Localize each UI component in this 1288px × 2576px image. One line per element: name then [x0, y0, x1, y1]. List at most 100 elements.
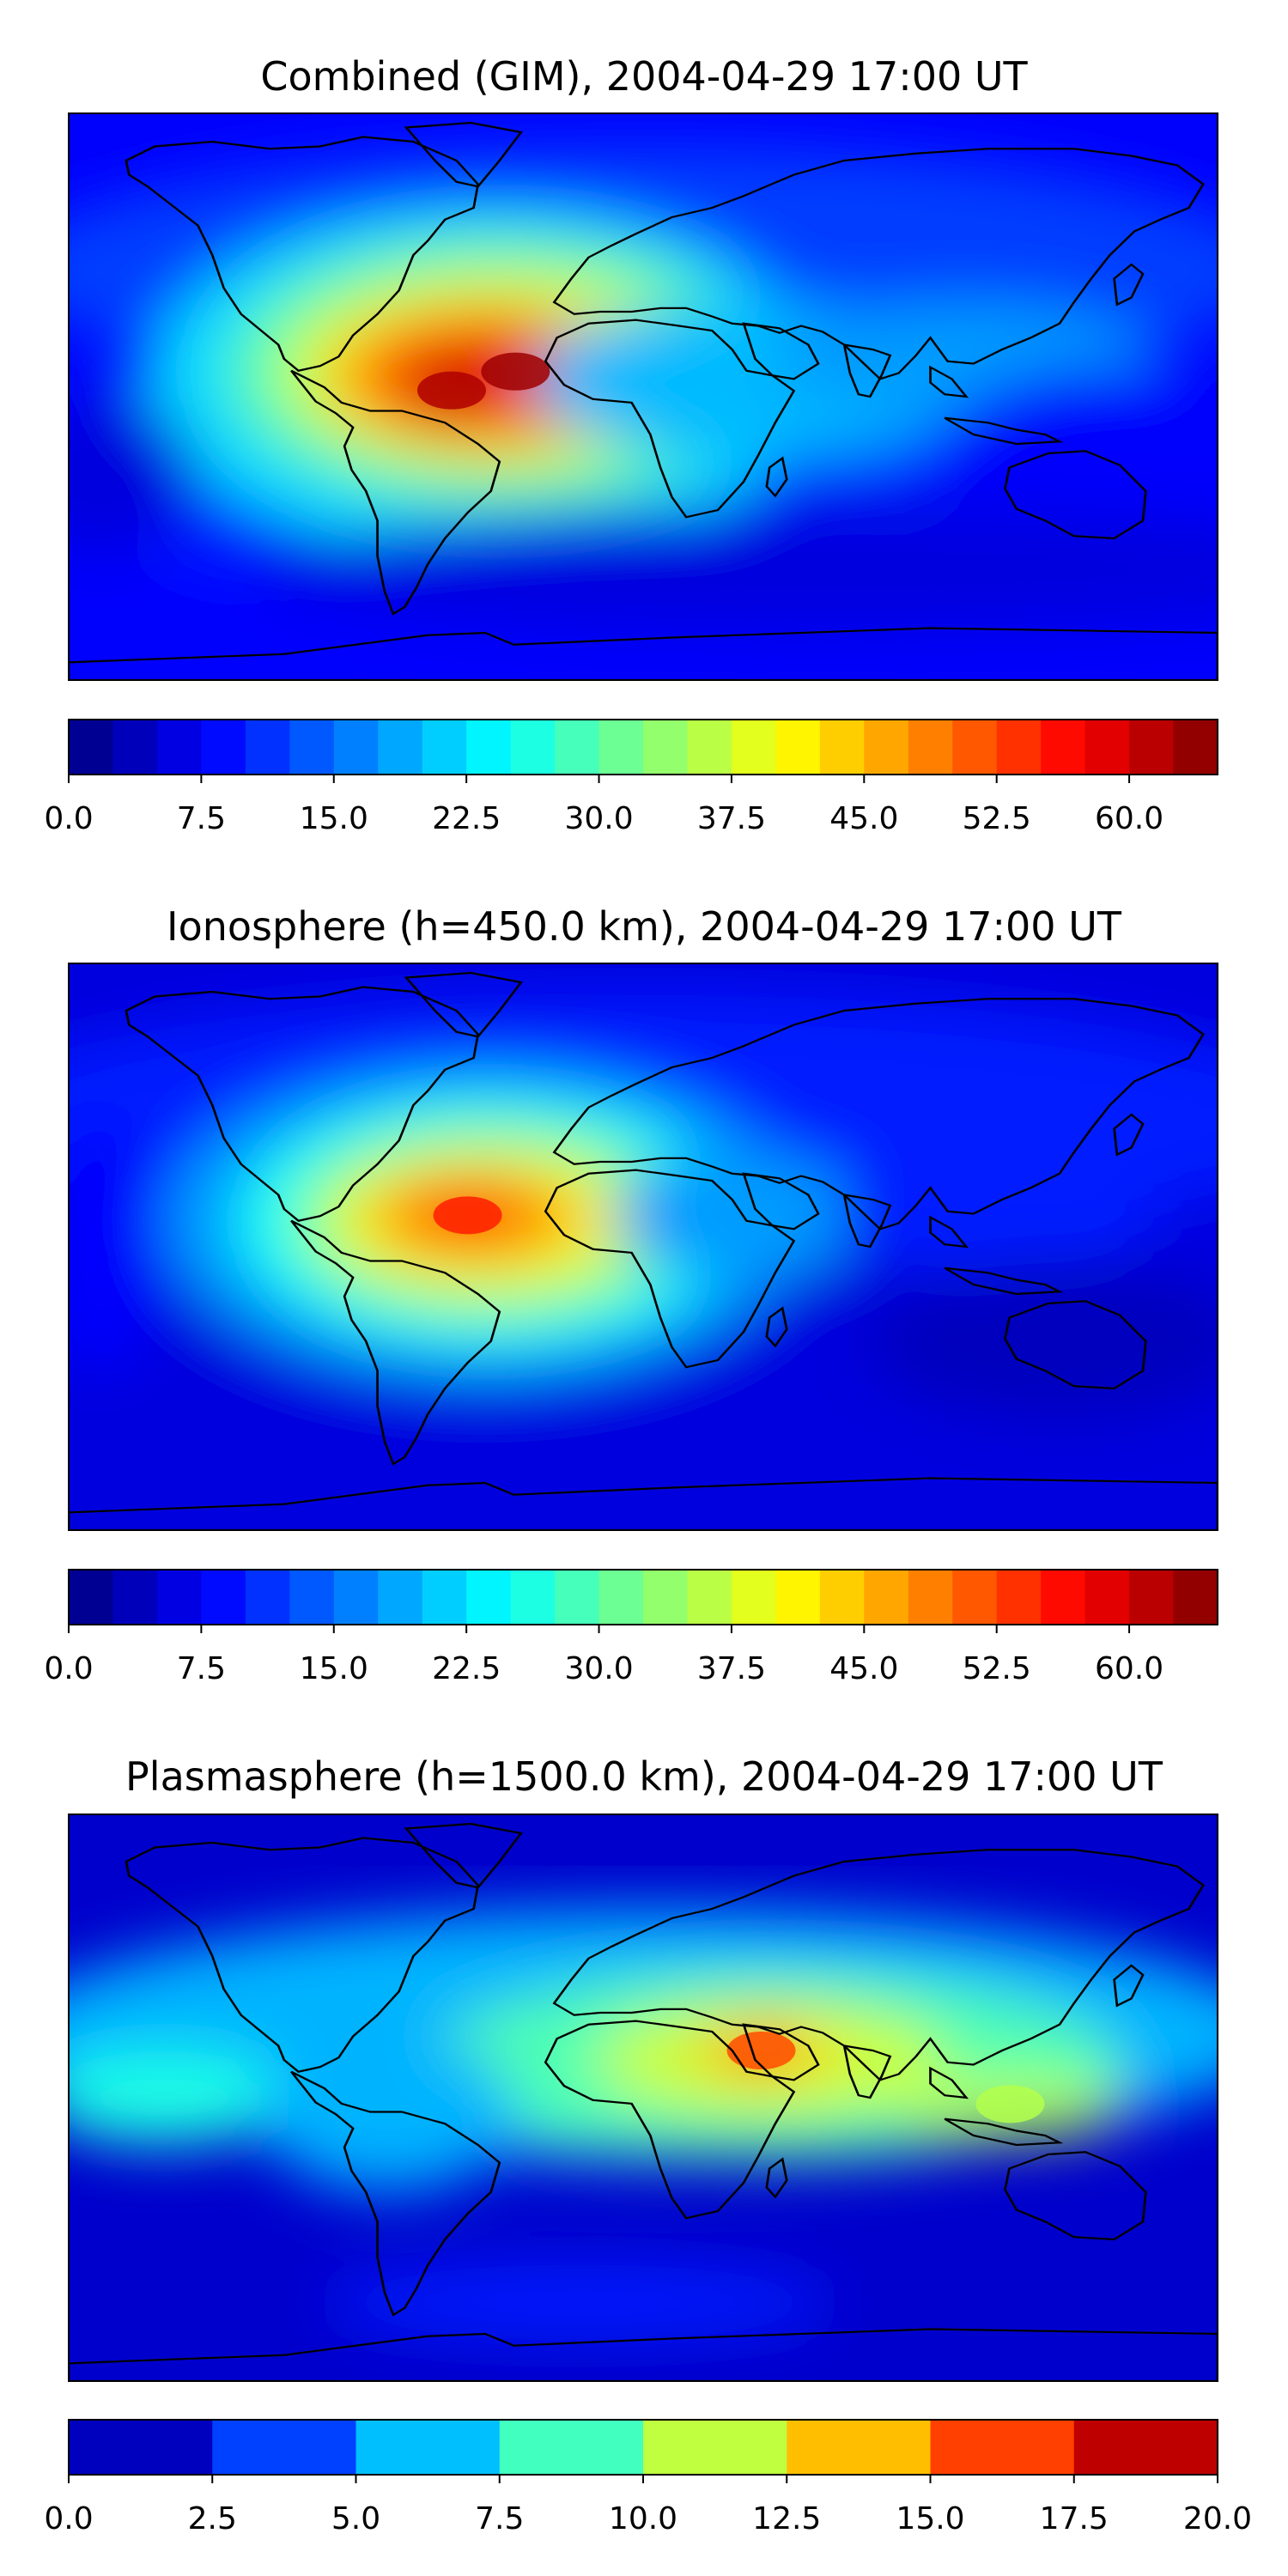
colorbar-tick-label: 15.0: [300, 801, 368, 836]
colorbar-bin: [775, 720, 821, 775]
colorbar-tick-label: 17.5: [1040, 2501, 1109, 2537]
colorbar-bin: [466, 720, 512, 775]
colorbar-bin: [819, 720, 865, 775]
map-1: [69, 963, 1218, 1530]
contour-region: [69, 1121, 165, 1373]
colorbar-bin: [289, 1570, 335, 1625]
colorbar-tick-label: 7.5: [177, 1651, 226, 1686]
colorbar-bin: [201, 1570, 246, 1625]
colorbar-bin: [355, 2420, 501, 2475]
colorbar-bin: [930, 2420, 1075, 2475]
colorbar-bin: [422, 720, 467, 775]
colorbar-tick-label: 7.5: [475, 2501, 524, 2537]
colorbar-tick-label: 10.0: [609, 2501, 677, 2537]
map-2: [69, 1814, 1218, 2381]
colorbar-tick-label: 60.0: [1095, 1651, 1163, 1686]
maximum-marker: [417, 371, 486, 410]
map-0: [69, 113, 1218, 680]
colorbar-bin: [643, 1570, 689, 1625]
colorbar-tick-label: 60.0: [1095, 801, 1163, 836]
colorbar-tick-label: 30.0: [564, 1651, 633, 1686]
colorbar-tick-label: 7.5: [177, 801, 226, 836]
colorbar-tick-label: 15.0: [896, 2501, 964, 2537]
colorbar-tick-label: 52.5: [963, 801, 1031, 836]
colorbar-bin: [819, 1570, 865, 1625]
colorbar-tick-label: 5.0: [331, 2501, 380, 2537]
colorbar-bin: [787, 2420, 932, 2475]
colorbar-bin: [1073, 2420, 1218, 2475]
contour-region: [324, 2264, 835, 2341]
colorbar-frame: [68, 719, 1218, 775]
colorbar-tick-label: 0.0: [44, 2501, 93, 2537]
colorbar-bin: [1084, 720, 1130, 775]
colorbar-tick-label: 52.5: [963, 1651, 1031, 1686]
colorbar-tick-label: 2.5: [188, 2501, 237, 2537]
contour-region: [611, 1152, 867, 1279]
maximum-marker: [481, 352, 550, 391]
colorbar-bin: [908, 1570, 953, 1625]
colorbar-bin: [1041, 1570, 1086, 1625]
colorbar-bin: [245, 1570, 290, 1625]
map-frame: [68, 112, 1218, 681]
colorbar-bin: [598, 720, 644, 775]
colorbar-bin: [1129, 720, 1175, 775]
colorbar-bin: [598, 1570, 644, 1625]
colorbar-bin: [952, 1570, 998, 1625]
colorbar-tick-label: 20.0: [1183, 2501, 1252, 2537]
colorbar-bin: [69, 2420, 213, 2475]
colorbar-bin: [1173, 1570, 1218, 1625]
contour-region: [260, 507, 1218, 633]
colorbar-tick-label: 37.5: [697, 801, 766, 836]
colorbar-bin: [499, 2420, 644, 2475]
colorbar-bin: [687, 1570, 732, 1625]
colorbar-tick-label: 37.5: [697, 1651, 766, 1686]
colorbar-tick-label: 0.0: [44, 801, 93, 836]
colorbar-bin: [908, 720, 953, 775]
colorbar-bin: [156, 720, 202, 775]
colorbar-tick-label: 30.0: [564, 801, 633, 836]
colorbar-bin: [378, 1570, 423, 1625]
colorbar-bin: [731, 1570, 776, 1625]
colorbar-bin: [952, 720, 998, 775]
colorbar-bin: [69, 720, 114, 775]
maximum-marker: [726, 2032, 796, 2069]
colorbar-bin: [112, 1570, 158, 1625]
colorbar-bin: [112, 720, 158, 775]
colorbar-bin: [555, 720, 600, 775]
contour-region: [260, 2034, 516, 2192]
map-frame: [68, 963, 1218, 1531]
colorbar-bin: [864, 1570, 909, 1625]
colorbar-bin: [775, 1570, 821, 1625]
colorbar-bin: [1084, 1570, 1130, 1625]
colorbar-bin: [333, 720, 379, 775]
maximum-marker: [433, 1196, 502, 1235]
colorbar-bin: [289, 720, 335, 775]
colorbar-frame: [68, 1569, 1218, 1625]
colorbar-bin: [555, 1570, 600, 1625]
colorbar-bin: [996, 1570, 1042, 1625]
colorbar-bin: [643, 720, 689, 775]
colorbar-bin: [245, 720, 290, 775]
colorbar-bin: [212, 2420, 357, 2475]
colorbar-bin: [1129, 1570, 1175, 1625]
colorbar-bin: [731, 720, 776, 775]
colorbar-tick-label: 22.5: [432, 801, 501, 836]
colorbar-tick-label: 22.5: [432, 1651, 501, 1686]
colorbar-bin: [864, 720, 909, 775]
colorbar-bin: [1173, 720, 1218, 775]
colorbar-bin: [378, 720, 423, 775]
colorbar-bin: [333, 1570, 379, 1625]
contour-region: [866, 1262, 1218, 1420]
colorbar-bin: [1041, 720, 1086, 775]
colorbar-bin: [466, 1570, 512, 1625]
colorbar-tick-label: 12.5: [752, 2501, 821, 2537]
panel-title: Ionosphere (h=450.0 km), 2004-04-29 17:0…: [167, 903, 1122, 950]
colorbar-bin: [643, 2420, 787, 2475]
colorbar-bin: [156, 1570, 202, 1625]
colorbar-bin: [510, 720, 556, 775]
colorbar-tick-label: 45.0: [829, 1651, 898, 1686]
contour-region: [930, 365, 1218, 555]
colorbar-tick-label: 15.0: [300, 1651, 368, 1686]
colorbar-tick-label: 0.0: [44, 1651, 93, 1686]
colorbar-bin: [201, 720, 246, 775]
